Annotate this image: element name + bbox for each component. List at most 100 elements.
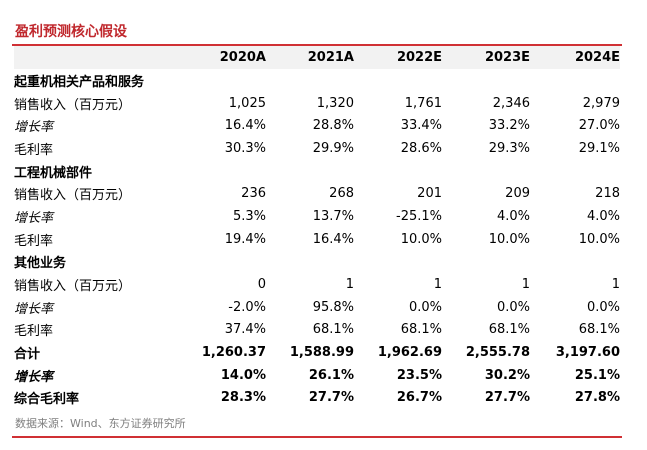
header-cell-2021a: 2021A bbox=[307, 50, 354, 65]
cell: 37.4% bbox=[224, 322, 266, 338]
table-row: 毛利率 19.4% 16.4% 10.0% 10.0% 10.0% bbox=[14, 228, 620, 251]
cell: 2,555.78 bbox=[465, 345, 530, 361]
cell: 4.0% bbox=[586, 208, 620, 224]
cell: 1,761 bbox=[404, 95, 442, 111]
cell: 29.1% bbox=[578, 140, 620, 156]
cell: 16.4% bbox=[312, 231, 354, 247]
header-cell-2022e: 2022E bbox=[396, 50, 442, 65]
cell: 95.8% bbox=[312, 299, 354, 315]
cell: 236 bbox=[241, 186, 266, 202]
cell: 0.0% bbox=[586, 299, 620, 315]
cell: 2,979 bbox=[582, 95, 620, 111]
table-row: 起重机相关产品和服务 bbox=[14, 69, 620, 92]
row-label: 销售收入（百万元） bbox=[14, 279, 132, 295]
table-row: 毛利率 37.4% 68.1% 68.1% 68.1% 68.1% bbox=[14, 319, 620, 342]
cell: 68.1% bbox=[400, 322, 442, 338]
cell: 10.0% bbox=[578, 231, 620, 247]
cell: 10.0% bbox=[488, 231, 530, 247]
cell: 1 bbox=[345, 277, 354, 293]
cell: 30.3% bbox=[224, 140, 266, 156]
row-label: 毛利率 bbox=[14, 142, 54, 158]
cell: 23.5% bbox=[396, 367, 442, 383]
section-label: 工程机械部件 bbox=[14, 165, 93, 181]
cell: 1 bbox=[521, 277, 530, 293]
cell: 0.0% bbox=[496, 299, 530, 315]
cell: 2,346 bbox=[492, 95, 530, 111]
cell: 29.3% bbox=[488, 140, 530, 156]
table-body: 起重机相关产品和服务 销售收入（百万元） 1,025 1,320 1,761 2… bbox=[14, 69, 620, 409]
cell: 1,025 bbox=[228, 95, 266, 111]
cell: 27.8% bbox=[574, 390, 620, 406]
table-title: 盈利预测核心假设 bbox=[15, 24, 127, 40]
cell: 0 bbox=[257, 277, 266, 293]
cell: 3,197.60 bbox=[555, 345, 620, 361]
table-row: 销售收入（百万元） 0 1 1 1 1 bbox=[14, 273, 620, 296]
forecast-table: 2020A 2021A 2022E 2023E 2024E 起重机相关产品和服务… bbox=[14, 46, 620, 409]
cell: 268 bbox=[329, 186, 354, 202]
cell: 33.2% bbox=[488, 118, 530, 134]
cell: 209 bbox=[505, 186, 530, 202]
table-row: 合计 1,260.37 1,588.99 1,962.69 2,555.78 3… bbox=[14, 341, 620, 364]
table-row: 增长率 14.0% 26.1% 23.5% 30.2% 25.1% bbox=[14, 364, 620, 387]
cell: 10.0% bbox=[400, 231, 442, 247]
header-cell-2024e: 2024E bbox=[574, 50, 620, 65]
cell: 27.7% bbox=[308, 390, 354, 406]
cell: 218 bbox=[595, 186, 620, 202]
cell: 26.1% bbox=[308, 367, 354, 383]
table-row: 销售收入（百万元） 236 268 201 209 218 bbox=[14, 182, 620, 205]
row-label: 综合毛利率 bbox=[14, 392, 80, 408]
cell: 27.0% bbox=[578, 118, 620, 134]
table-row: 销售收入（百万元） 1,025 1,320 1,761 2,346 2,979 bbox=[14, 92, 620, 115]
cell: 28.6% bbox=[400, 140, 442, 156]
table-row: 毛利率 30.3% 29.9% 28.6% 29.3% 29.1% bbox=[14, 137, 620, 160]
cell: 1,588.99 bbox=[289, 345, 354, 361]
row-label: 增长率 bbox=[14, 369, 54, 385]
cell: 30.2% bbox=[484, 367, 530, 383]
section-label: 其他业务 bbox=[14, 256, 67, 272]
cell: -25.1% bbox=[396, 208, 442, 224]
cell: 1,320 bbox=[316, 95, 354, 111]
cell: 5.3% bbox=[232, 208, 266, 224]
row-label: 销售收入（百万元） bbox=[14, 97, 132, 113]
row-label: 销售收入（百万元） bbox=[14, 188, 132, 204]
cell: 25.1% bbox=[574, 367, 620, 383]
cell: 1,962.69 bbox=[377, 345, 442, 361]
cell: 28.3% bbox=[220, 390, 266, 406]
table-row: 工程机械部件 bbox=[14, 160, 620, 183]
cell: 68.1% bbox=[312, 322, 354, 338]
cell: 68.1% bbox=[578, 322, 620, 338]
header-cell-2020a: 2020A bbox=[219, 50, 266, 65]
cell: 13.7% bbox=[312, 208, 354, 224]
header-row: 2020A 2021A 2022E 2023E 2024E bbox=[14, 46, 620, 69]
cell: 1,260.37 bbox=[201, 345, 266, 361]
cell: 1 bbox=[611, 277, 620, 293]
table-row: 增长率 5.3% 13.7% -25.1% 4.0% 4.0% bbox=[14, 205, 620, 228]
cell: 68.1% bbox=[488, 322, 530, 338]
cell: 33.4% bbox=[400, 118, 442, 134]
cell: 201 bbox=[417, 186, 442, 202]
row-label: 增长率 bbox=[14, 120, 54, 136]
cell: 29.9% bbox=[312, 140, 354, 156]
cell: -2.0% bbox=[228, 299, 266, 315]
cell: 0.0% bbox=[408, 299, 442, 315]
table-row: 综合毛利率 28.3% 27.7% 26.7% 27.7% 27.8% bbox=[14, 387, 620, 410]
cell: 19.4% bbox=[224, 231, 266, 247]
cell: 27.7% bbox=[484, 390, 530, 406]
row-label: 毛利率 bbox=[14, 324, 54, 340]
row-label: 毛利率 bbox=[14, 233, 54, 249]
cell: 16.4% bbox=[224, 118, 266, 134]
header-cell-2023e: 2023E bbox=[484, 50, 530, 65]
row-label: 增长率 bbox=[14, 301, 54, 317]
table-row: 增长率 16.4% 28.8% 33.4% 33.2% 27.0% bbox=[14, 114, 620, 137]
table-row: 增长率 -2.0% 95.8% 0.0% 0.0% 0.0% bbox=[14, 296, 620, 319]
cell: 14.0% bbox=[220, 367, 266, 383]
section-label: 起重机相关产品和服务 bbox=[14, 74, 145, 90]
cell: 1 bbox=[433, 277, 442, 293]
bottom-divider bbox=[12, 436, 622, 438]
row-label: 合计 bbox=[14, 347, 41, 363]
row-label: 增长率 bbox=[14, 210, 54, 226]
header-cell-label bbox=[14, 46, 180, 69]
cell: 28.8% bbox=[312, 118, 354, 134]
top-divider bbox=[12, 44, 622, 46]
table-row: 其他业务 bbox=[14, 251, 620, 274]
